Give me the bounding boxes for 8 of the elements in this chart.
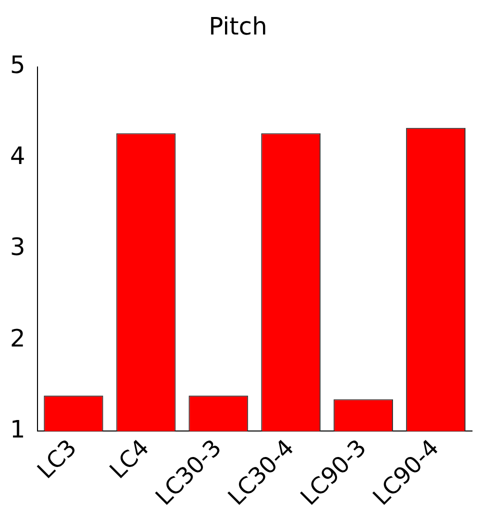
y-tick-label: 3 (10, 233, 26, 262)
x-tick-label: LC3 (32, 434, 82, 484)
y-tick-label: 2 (10, 324, 26, 352)
y-tick-label: 5 (10, 51, 26, 80)
x-tick-label: LC4 (105, 434, 154, 484)
y-tick-label: 1 (10, 415, 26, 444)
chart-title: Pitch (208, 12, 268, 41)
y-tick-label: 4 (10, 142, 26, 170)
